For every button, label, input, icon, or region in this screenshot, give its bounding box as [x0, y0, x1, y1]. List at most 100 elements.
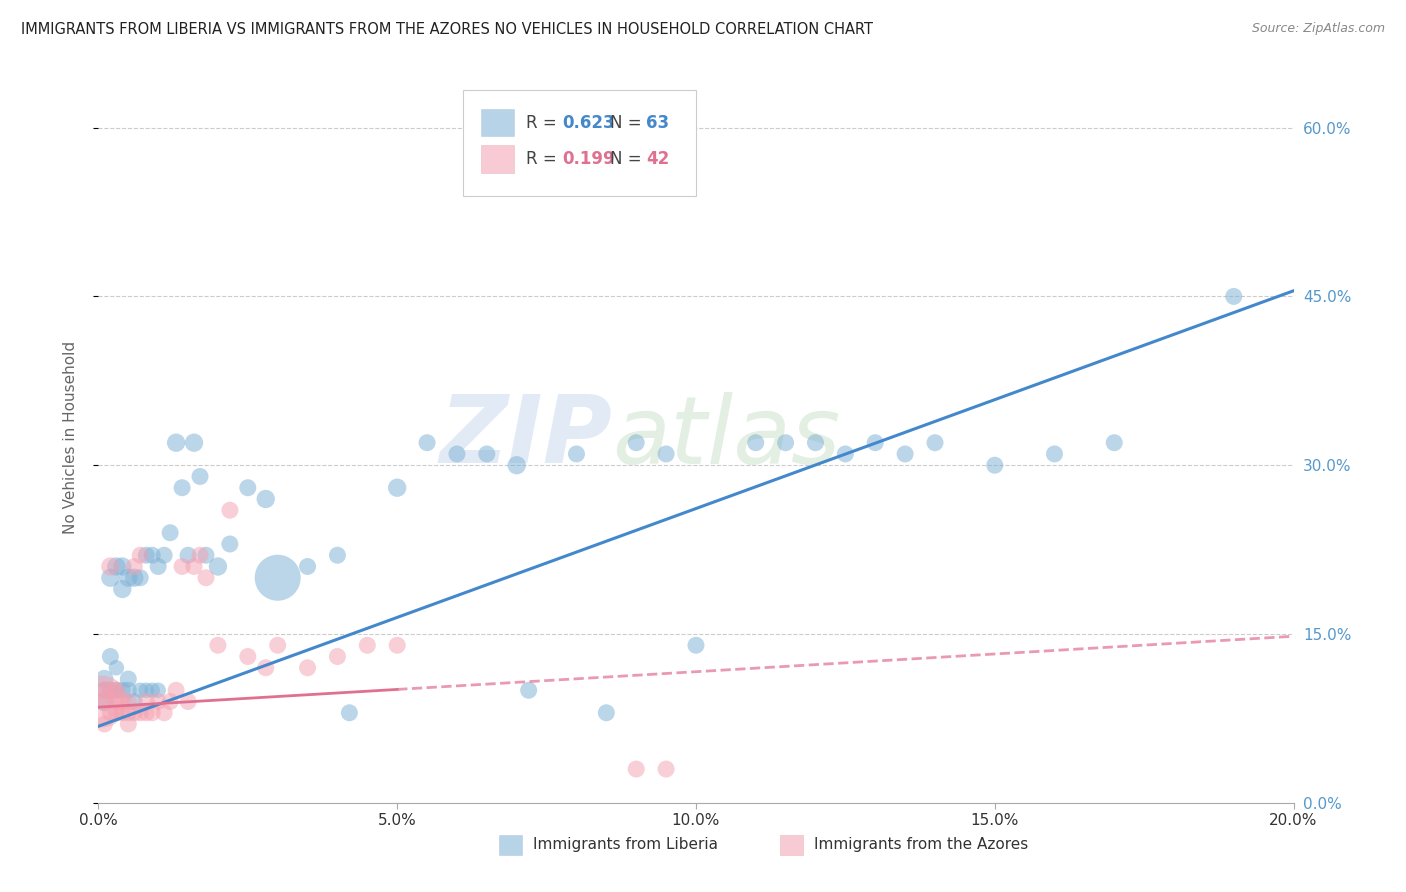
- Point: [626, 435, 648, 450]
- Point: [188, 548, 211, 562]
- Point: [865, 435, 887, 450]
- Point: [111, 683, 134, 698]
- Point: [148, 694, 170, 708]
- Point: [626, 762, 648, 776]
- Point: [416, 435, 439, 450]
- Point: [105, 683, 128, 698]
- Point: [105, 706, 128, 720]
- Point: [385, 481, 409, 495]
- Point: [326, 548, 349, 562]
- Point: [135, 683, 157, 698]
- Text: Immigrants from the Azores: Immigrants from the Azores: [814, 838, 1028, 852]
- Point: [183, 435, 205, 450]
- Text: atlas: atlas: [613, 392, 841, 483]
- Point: [339, 706, 361, 720]
- Point: [105, 694, 128, 708]
- Point: [1104, 435, 1126, 450]
- Point: [1223, 289, 1246, 303]
- Point: [98, 649, 122, 664]
- Text: N =: N =: [610, 113, 647, 131]
- Point: [655, 762, 678, 776]
- Point: [207, 638, 229, 652]
- Point: [804, 435, 827, 450]
- Point: [326, 649, 349, 664]
- Text: Immigrants from Liberia: Immigrants from Liberia: [533, 838, 718, 852]
- Point: [141, 683, 163, 698]
- Point: [111, 559, 134, 574]
- Point: [177, 548, 200, 562]
- Point: [188, 469, 211, 483]
- Point: [93, 672, 115, 686]
- Point: [219, 503, 242, 517]
- Point: [236, 481, 259, 495]
- Point: [595, 706, 617, 720]
- Bar: [481, 145, 515, 173]
- Y-axis label: No Vehicles in Household: No Vehicles in Household: [63, 341, 77, 533]
- Point: [98, 706, 122, 720]
- Point: [165, 683, 187, 698]
- Point: [135, 548, 157, 562]
- Point: [356, 638, 378, 652]
- Point: [111, 706, 134, 720]
- Text: R =: R =: [526, 150, 562, 168]
- Point: [195, 571, 218, 585]
- Point: [254, 491, 277, 506]
- Bar: [481, 109, 515, 136]
- Text: 63: 63: [645, 113, 669, 131]
- Point: [924, 435, 946, 450]
- Point: [111, 694, 134, 708]
- Point: [117, 717, 139, 731]
- Point: [117, 694, 139, 708]
- Point: [195, 548, 218, 562]
- Point: [98, 683, 122, 698]
- Point: [98, 683, 122, 698]
- Point: [129, 683, 152, 698]
- Point: [124, 559, 146, 574]
- Point: [153, 706, 176, 720]
- Text: R =: R =: [526, 113, 562, 131]
- Point: [117, 683, 139, 698]
- Point: [267, 571, 290, 585]
- Text: IMMIGRANTS FROM LIBERIA VS IMMIGRANTS FROM THE AZORES NO VEHICLES IN HOUSEHOLD C: IMMIGRANTS FROM LIBERIA VS IMMIGRANTS FR…: [21, 22, 873, 37]
- Point: [148, 559, 170, 574]
- Point: [129, 548, 152, 562]
- Text: Source: ZipAtlas.com: Source: ZipAtlas.com: [1251, 22, 1385, 36]
- Point: [148, 683, 170, 698]
- Point: [105, 661, 128, 675]
- Point: [93, 683, 115, 698]
- Point: [124, 706, 146, 720]
- Point: [1043, 447, 1066, 461]
- Point: [124, 694, 146, 708]
- Point: [183, 559, 205, 574]
- Point: [117, 672, 139, 686]
- Point: [90, 694, 112, 708]
- Point: [124, 571, 146, 585]
- Point: [475, 447, 498, 461]
- Point: [745, 435, 768, 450]
- FancyBboxPatch shape: [463, 90, 696, 195]
- Point: [93, 694, 115, 708]
- Point: [135, 694, 157, 708]
- Point: [565, 447, 588, 461]
- Text: 0.623: 0.623: [562, 113, 614, 131]
- Point: [207, 559, 229, 574]
- Point: [93, 694, 115, 708]
- Point: [236, 649, 259, 664]
- Point: [894, 447, 917, 461]
- Point: [172, 559, 194, 574]
- Point: [165, 435, 187, 450]
- Point: [172, 481, 194, 495]
- Point: [105, 559, 128, 574]
- Point: [93, 717, 115, 731]
- Point: [117, 706, 139, 720]
- Point: [105, 683, 128, 698]
- Point: [446, 447, 468, 461]
- Point: [267, 638, 290, 652]
- Point: [93, 683, 115, 698]
- Point: [177, 694, 200, 708]
- Point: [655, 447, 678, 461]
- Point: [153, 548, 176, 562]
- Point: [129, 571, 152, 585]
- Point: [141, 706, 163, 720]
- Text: N =: N =: [610, 150, 647, 168]
